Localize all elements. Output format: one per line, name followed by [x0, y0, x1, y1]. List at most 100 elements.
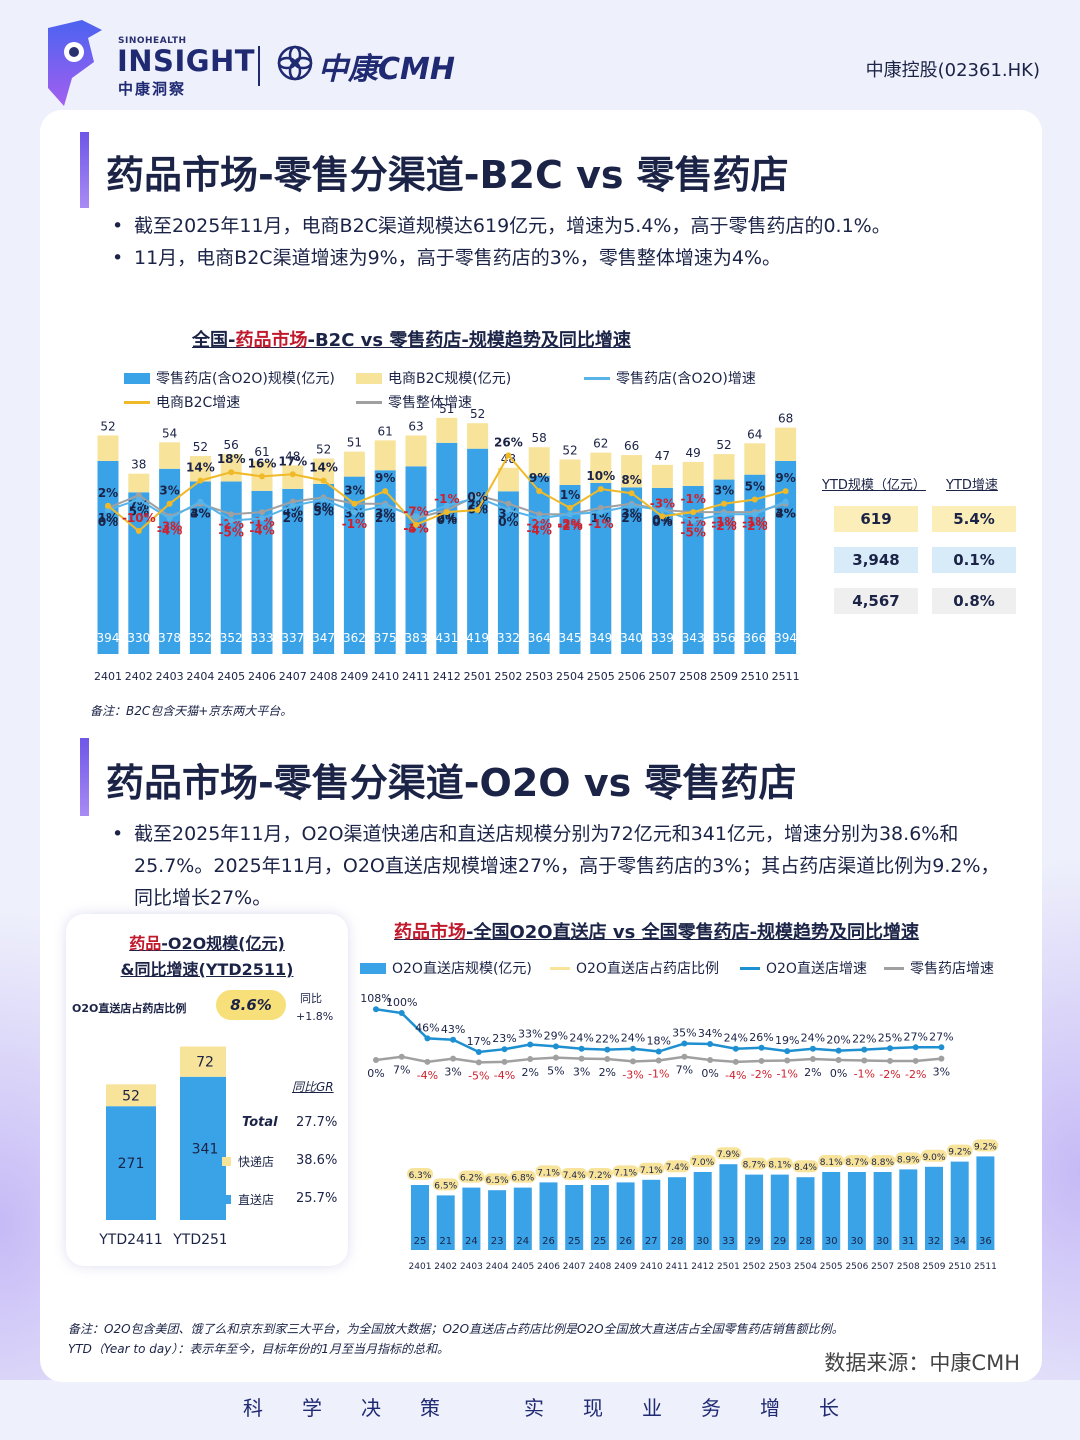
kpi-growth-value: 0.8% — [932, 588, 1016, 614]
series-point — [105, 502, 111, 509]
ratio-label: 8.4% — [794, 1163, 817, 1173]
growth-label: 27% — [929, 1030, 953, 1043]
retail-bar — [220, 481, 242, 654]
growth-label: 29% — [544, 1029, 568, 1042]
o2o-bar — [796, 1177, 815, 1250]
series-point — [690, 509, 697, 516]
kpi-growth-value: 5.4% — [932, 506, 1016, 532]
series-point — [597, 509, 604, 516]
series-point — [527, 1056, 534, 1063]
ratio-label: 6.5% — [434, 1181, 457, 1191]
ratio-badge — [972, 1139, 999, 1152]
series-point — [604, 1056, 611, 1063]
x-tick-label: 2506 — [845, 1262, 868, 1272]
retail-bar-label: 352 — [189, 631, 212, 645]
chart1-legend-item: 电商B2C规模(亿元) — [356, 368, 511, 388]
growth-label: 5% — [313, 505, 333, 519]
section1-bullets: 截至2025年11月，电商B2C渠道规模达619亿元，增速为5.4%，高于零售药… — [112, 210, 1032, 274]
kpi-header-growth: YTD增速 — [946, 478, 998, 493]
growth-label: 5% — [745, 480, 765, 494]
series-point — [912, 1057, 919, 1064]
chart1-legend-item: 零售整体增速 — [356, 392, 472, 412]
retail-bar — [189, 481, 211, 654]
series-point — [861, 1046, 868, 1053]
series-point — [758, 1057, 765, 1064]
series-point — [259, 515, 265, 522]
series-point — [373, 1006, 379, 1013]
footer-char: 策 — [420, 1396, 440, 1420]
box-title-highlight: 药品 — [129, 934, 162, 953]
growth-label: 9% — [375, 471, 395, 485]
growth-label: 1% — [591, 511, 611, 525]
series-point — [809, 1045, 816, 1052]
o2o-bar-label: 30 — [825, 1236, 838, 1247]
series-point — [751, 496, 758, 503]
ratio-badge — [818, 1155, 845, 1167]
series-point — [413, 521, 419, 528]
growth-label: -4% — [527, 523, 552, 537]
gr-row-label: 快递店 — [238, 1155, 275, 1169]
brand-small: SINOHEALTH — [118, 36, 187, 46]
growth-label: 25% — [878, 1031, 902, 1044]
o2o-bar — [411, 1185, 429, 1250]
footer-char: 现 — [583, 1396, 603, 1420]
growth-label: -1% — [742, 515, 767, 529]
growth-label: -4% — [403, 521, 428, 535]
growth-label: 2% — [283, 511, 303, 525]
legend-swatch — [884, 966, 904, 970]
series-point — [105, 507, 111, 513]
x-tick-label: 2502 — [494, 670, 522, 683]
series-point — [398, 1053, 405, 1060]
section2-bullets: 截至2025年11月，O2O渠道快递店和直送店规模分别为72亿元和341亿元，增… — [112, 818, 1017, 914]
x-tick-label: 2406 — [537, 1262, 560, 1272]
retail-bar-label: 330 — [127, 631, 150, 645]
growth-label: -2% — [751, 1068, 772, 1081]
retail-bar-label: 419 — [466, 631, 489, 645]
growth-label: -3% — [650, 496, 675, 510]
b2c-bar-label: 66 — [624, 439, 639, 453]
b2c-bar-label: 52 — [470, 407, 485, 421]
legend-swatch — [124, 372, 150, 384]
growth-label: 34% — [698, 1027, 722, 1040]
retail-bar — [682, 485, 704, 654]
yoy-label: 同比 — [300, 992, 322, 1005]
legend-label: 零售整体增速 — [388, 395, 472, 411]
series-point — [655, 1057, 662, 1064]
x-tick-label: 2504 — [556, 670, 584, 683]
chart1-note: 备注：B2C包含天猫+京东两大平台。 — [90, 704, 293, 718]
ratio-label: 7.4% — [563, 1171, 586, 1181]
growth-label: 26% — [494, 435, 523, 449]
b2c-bar-label: 62 — [593, 437, 608, 451]
growth-label: 18% — [217, 452, 246, 466]
growth-label: 14% — [186, 461, 215, 475]
growth-label: 26% — [749, 1031, 773, 1044]
o2o-bar-label: 34 — [953, 1236, 966, 1247]
x-tick-label: 2507 — [648, 670, 676, 683]
growth-label: -5% — [468, 1069, 489, 1082]
o2o-bar — [693, 1172, 712, 1250]
chart2-title: 药品市场-全国O2O直送店 vs 全国零售药店-规模趋势及同比增速 — [394, 918, 919, 944]
x-tick-label: 2509 — [710, 670, 738, 683]
series-point — [135, 496, 142, 503]
series-point — [501, 1046, 508, 1053]
growth-label: 0% — [498, 515, 518, 529]
x-tick-label: 2408 — [588, 1262, 611, 1272]
ratio-badge — [741, 1157, 768, 1170]
data-source: 数据来源：中康CMH — [824, 1351, 1020, 1375]
retail-bar-label: 383 — [405, 631, 428, 645]
b2c-bar-label: 58 — [532, 431, 547, 445]
growth-label: 0% — [830, 1067, 847, 1080]
gr-row-value: 25.7% — [296, 1191, 338, 1206]
b2c-bar — [651, 464, 673, 488]
o2o-bar-label: 26 — [542, 1236, 555, 1247]
x-tick-label: 2412 — [691, 1262, 714, 1272]
ratio-badge — [946, 1144, 973, 1157]
ratio-badge — [432, 1178, 459, 1191]
b2c-bar — [713, 454, 735, 480]
chart2-legend-item: O2O直送店规模(亿元) — [360, 958, 532, 978]
retail-bar-label: 343 — [682, 631, 705, 645]
chart1-title-highlight: 药品市场 — [235, 330, 308, 351]
legend-swatch — [222, 1195, 231, 1204]
legend-swatch — [222, 1157, 231, 1166]
series-point — [578, 1045, 585, 1052]
